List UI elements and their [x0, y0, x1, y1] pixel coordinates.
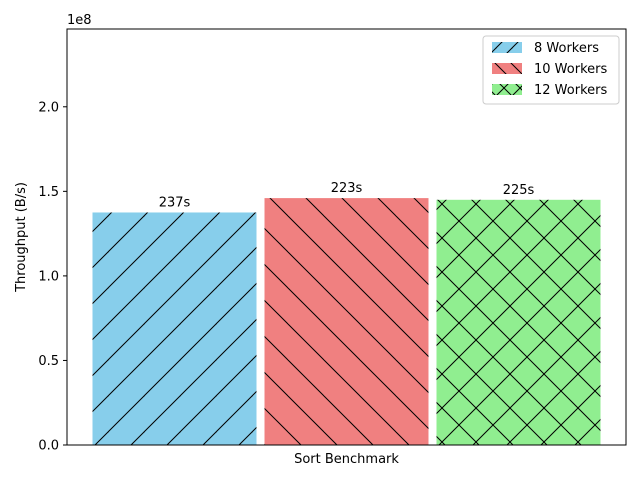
y-tick-label: 2.0	[38, 100, 59, 115]
legend-label: 12 Workers	[534, 83, 607, 98]
legend-swatch	[492, 84, 522, 95]
y-scale-note: 1e8	[67, 13, 92, 28]
bar-value-label: 237s	[159, 195, 191, 210]
legend-swatch	[492, 42, 522, 53]
y-tick-label: 0.5	[38, 354, 59, 369]
legend-swatch	[492, 63, 522, 74]
bar-8-workers	[92, 212, 257, 445]
y-tick-label: 1.0	[38, 269, 59, 284]
bar-10-workers	[264, 198, 429, 445]
plot-frame	[66, 28, 627, 446]
bar-value-label: 225s	[503, 183, 535, 198]
y-axis-ticks: 0.0 0.5 1.0 1.5 2.0	[38, 100, 67, 454]
legend-label: 10 Workers	[534, 62, 607, 77]
y-tick-label: 0.0	[38, 439, 59, 454]
bars-group	[92, 198, 601, 445]
legend-label: 8 Workers	[534, 41, 599, 56]
bar-12-workers	[436, 199, 601, 445]
bar-labels-group: 237s 223s 225s	[159, 181, 535, 210]
bar-value-label: 223s	[331, 181, 363, 196]
y-axis-label: Throughput (B/s)	[14, 182, 29, 293]
x-axis-label: Sort Benchmark	[294, 452, 399, 467]
legend: 8 Workers 10 Workers 12 Workers	[482, 35, 620, 105]
y-tick-label: 1.5	[38, 185, 59, 200]
